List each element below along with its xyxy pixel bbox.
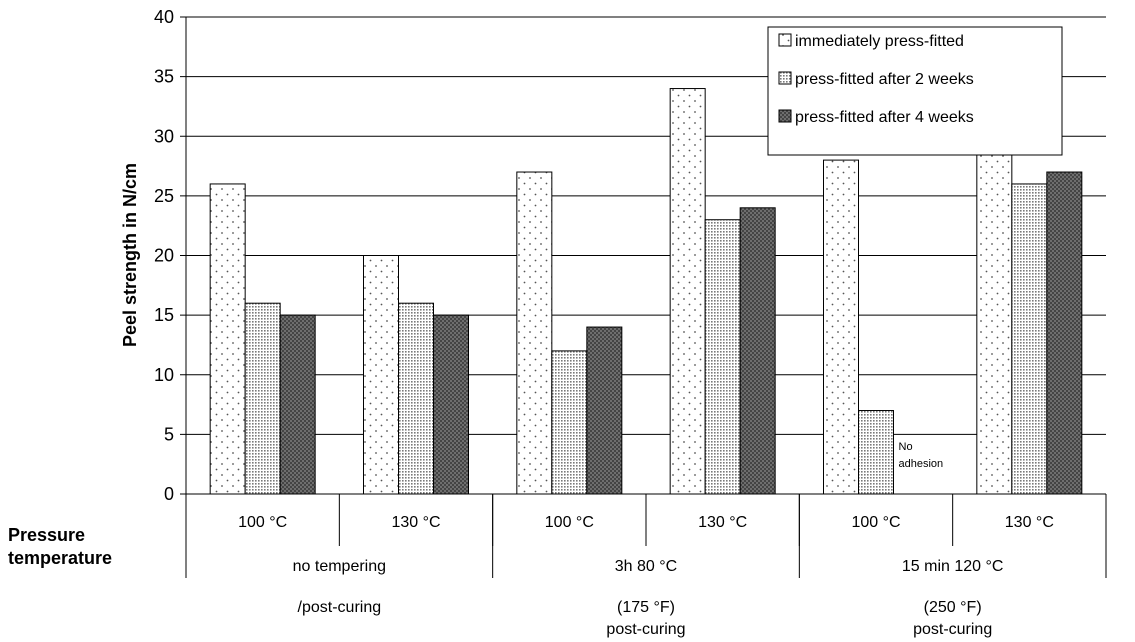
bar-2-1 xyxy=(244,302,281,495)
bar-2-6 xyxy=(1011,183,1048,495)
x-category-label: 130 °C xyxy=(698,514,747,531)
group-label: (250 °F) xyxy=(924,599,982,616)
y-tick-label: 20 xyxy=(154,246,174,266)
group-label: 15 min 120 °C xyxy=(902,558,1004,575)
group-label: post-curing xyxy=(913,621,992,638)
y-tick-label: 10 xyxy=(154,365,174,385)
bar-1-1 xyxy=(209,183,246,495)
y-tick-label: 5 xyxy=(164,424,174,444)
bar-1-2 xyxy=(363,255,399,495)
y-tick-label: 25 xyxy=(154,186,174,206)
y-tick-label: 40 xyxy=(154,7,174,27)
y-tick-label: 0 xyxy=(164,484,174,504)
bar-1-6 xyxy=(976,147,1013,495)
legend-swatch xyxy=(778,109,792,123)
bar-2-5 xyxy=(858,410,894,495)
y-tick-label: 15 xyxy=(154,305,174,325)
bar-2-2 xyxy=(398,302,434,495)
no-adhesion-annotation: No xyxy=(899,441,913,453)
no-adhesion-annotation: adhesion xyxy=(899,458,944,470)
bar-3-3 xyxy=(586,326,623,495)
x-category-label: 100 °C xyxy=(238,514,287,531)
x-category-label: 100 °C xyxy=(851,514,900,531)
bar-3-2 xyxy=(433,314,469,495)
legend-swatch xyxy=(778,71,792,85)
bar-1-4 xyxy=(669,88,706,495)
y-tick-label: 35 xyxy=(154,67,174,87)
x-category-label: 130 °C xyxy=(391,514,440,531)
group-label: no tempering xyxy=(293,558,386,575)
bar-2-3 xyxy=(551,350,588,495)
legend-swatch xyxy=(778,33,792,47)
y-tick-label: 30 xyxy=(154,126,174,146)
x-category-label: 130 °C xyxy=(1005,514,1054,531)
pressure-temperature-label: temperature xyxy=(8,548,112,568)
bar-1-3 xyxy=(516,171,553,495)
x-category-label: 100 °C xyxy=(545,514,594,531)
group-label: post-curing xyxy=(606,621,685,638)
group-label: 3h 80 °C xyxy=(615,558,677,575)
legend-label: press-fitted after 2 weeks xyxy=(795,71,974,88)
bar-3-4 xyxy=(739,207,776,495)
bar-2-4 xyxy=(704,219,741,495)
group-label: (175 °F) xyxy=(617,599,675,616)
bar-1-5 xyxy=(823,159,859,495)
bar-3-1 xyxy=(279,314,316,495)
bar-3-6 xyxy=(1046,171,1083,495)
group-label: /post-curing xyxy=(298,599,382,616)
legend-label: press-fitted after 4 weeks xyxy=(795,109,974,126)
y-axis-label: Peel strength in N/cm xyxy=(120,163,140,347)
legend-label: immediately press-fitted xyxy=(795,33,964,50)
legend-box xyxy=(767,26,1063,156)
pressure-temperature-label: Pressure xyxy=(8,525,85,545)
